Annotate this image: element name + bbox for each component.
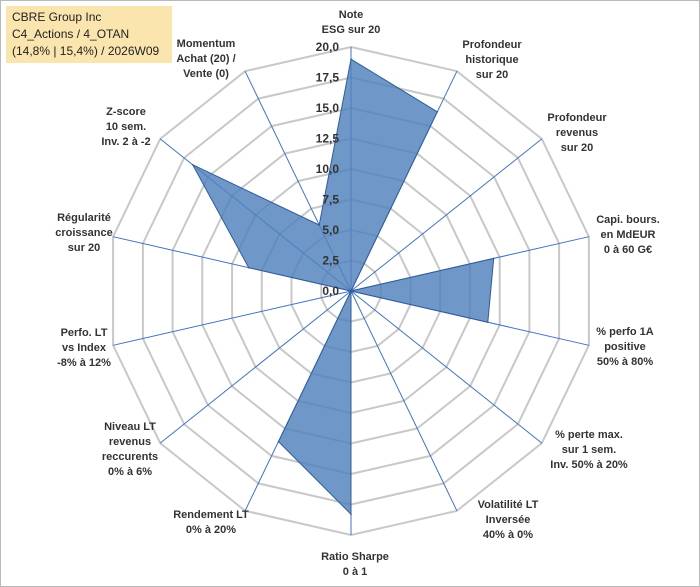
axis-spoke [159, 290, 352, 444]
tick-label: 10,0 [316, 162, 340, 176]
title-performance: (14,8% | 15,4%) / 2026W09 [12, 44, 160, 58]
category-label: Profondeur historique sur 20 [462, 39, 522, 81]
category-label: Volatilité LT Inversée 40% à 0% [478, 499, 539, 541]
tick-label: 5,0 [322, 223, 339, 237]
category-label: Capi. bours. en MdEUR 0 à 60 G€ [596, 214, 660, 256]
axis-spoke [112, 290, 352, 346]
category-label: % perte max. sur 1 sem. Inv. 50% à 20% [550, 429, 628, 471]
tick-label: 17,5 [316, 71, 340, 85]
tick-label: 2,5 [322, 254, 339, 268]
data-point [350, 513, 352, 516]
category-label: Rendement LT 0% à 20% [173, 509, 249, 536]
category-label: Profondeur revenus sur 20 [547, 112, 607, 154]
radial-tick-labels: 0,0 2,5 5,0 7,5 10,0 12,5 15,0 17,5 20,0 [316, 40, 340, 298]
category-label: % perfo 1A positive 50% à 80% [596, 326, 654, 368]
data-point [247, 266, 250, 269]
tick-label: 0,0 [322, 284, 339, 298]
data-point [350, 58, 352, 60]
chart-title-box: CBRE Group Inc C4_Actions / 4_OTAN (14,8… [6, 6, 172, 63]
data-point [277, 440, 280, 443]
category-label: Ratio Sharpe 0 à 1 [321, 551, 389, 578]
data-point [191, 163, 194, 166]
axis-spoke [350, 138, 543, 292]
axis-spoke [350, 290, 543, 444]
data-point [318, 224, 321, 226]
category-label: Régularité croissance sur 20 [55, 212, 112, 254]
series-area [191, 58, 495, 516]
data-point [492, 257, 495, 260]
data-point [487, 321, 489, 324]
title-category: C4_Actions / 4_OTAN [12, 27, 130, 41]
tick-label: 20,0 [316, 40, 340, 54]
tick-label: 15,0 [316, 101, 340, 115]
tick-label: 12,5 [316, 132, 340, 146]
title-company: CBRE Group Inc [12, 10, 102, 24]
tick-label: 7,5 [322, 193, 339, 207]
category-label: Note ESG sur 20 [322, 9, 381, 36]
category-label: Perfo. LT vs Index -8% à 12% [57, 327, 111, 369]
axis-spoke [350, 290, 458, 512]
category-label: Momentum Achat (20) / Vente (0) [176, 38, 235, 80]
category-label: Z-score 10 sem. Inv. 2 à -2 [101, 106, 150, 148]
category-labels: Note ESG sur 20 Profondeur historique sur 20… [55, 9, 660, 578]
data-point [436, 111, 439, 113]
radar-series [191, 58, 495, 516]
data-point [350, 290, 352, 292]
category-label: Niveau LT revenus reccurents 0% à 6% [102, 421, 158, 478]
